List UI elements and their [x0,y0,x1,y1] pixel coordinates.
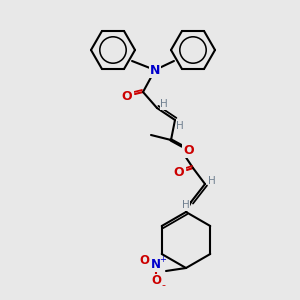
Text: O: O [139,254,149,268]
Text: H: H [176,121,184,131]
Text: O: O [151,274,161,287]
Text: O: O [122,89,132,103]
Text: H: H [160,99,168,109]
Text: H: H [208,176,216,186]
Text: H: H [182,200,190,210]
Text: N: N [150,64,160,76]
Text: -: - [161,280,165,290]
Text: +: + [160,254,167,263]
Text: O: O [174,166,184,178]
Text: N: N [151,259,161,272]
Text: O: O [184,143,194,157]
